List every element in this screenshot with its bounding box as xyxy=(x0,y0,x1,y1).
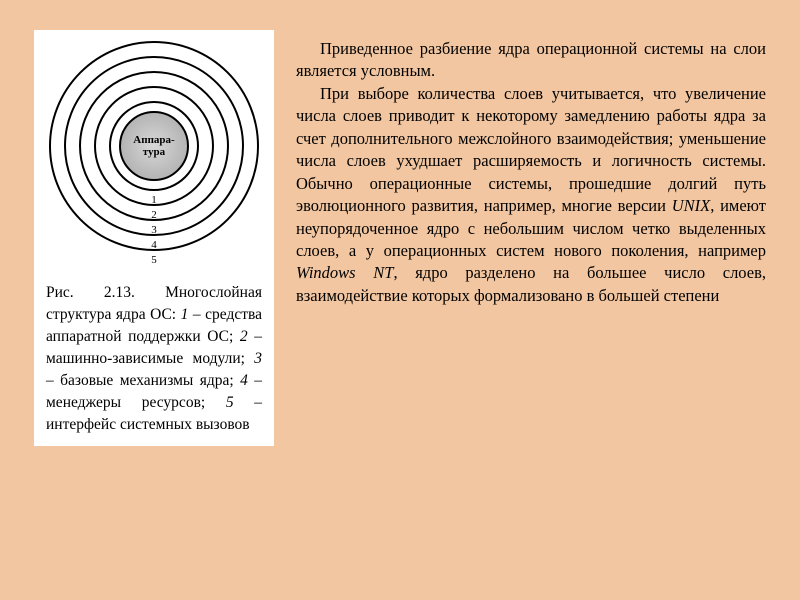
ring-number-1: 1 xyxy=(148,194,160,206)
body-text: Приведенное разбиение ядра операционной … xyxy=(296,38,766,307)
paragraph-1: Приведенное разбиение ядра операционной … xyxy=(296,38,766,83)
ring-number-5: 5 xyxy=(148,254,160,266)
ring-number-4: 4 xyxy=(148,239,160,251)
caption-index-3: 3 xyxy=(254,350,262,367)
caption-index-5: 5 xyxy=(226,394,234,411)
caption-index-2: 2 xyxy=(240,328,248,345)
figure-caption: Рис. 2.13. Многослойная структура ядра О… xyxy=(44,282,264,436)
figure-panel: Аппара-тура 1 2 3 4 5 Рис. 2.13. Многосл… xyxy=(34,30,274,446)
kernel-layers-diagram: Аппара-тура 1 2 3 4 5 xyxy=(44,36,264,272)
slide: Аппара-тура 1 2 3 4 5 Рис. 2.13. Многосл… xyxy=(0,0,800,466)
caption-text-3: – базовые механизмы ядра; xyxy=(46,372,240,389)
paragraph-2: При выборе количества слоев учитывается,… xyxy=(296,83,766,307)
body-text-column: Приведенное разбиение ядра операционной … xyxy=(296,30,766,446)
core-hardware: Аппара-тура xyxy=(119,111,189,181)
unix-term: UNIX xyxy=(672,196,711,215)
core-label: Аппара-тура xyxy=(133,134,174,158)
ring-number-3: 3 xyxy=(148,224,160,236)
ring-number-2: 2 xyxy=(148,209,160,221)
caption-index-4: 4 xyxy=(240,372,248,389)
winnt-term: Windows NT xyxy=(296,263,393,282)
